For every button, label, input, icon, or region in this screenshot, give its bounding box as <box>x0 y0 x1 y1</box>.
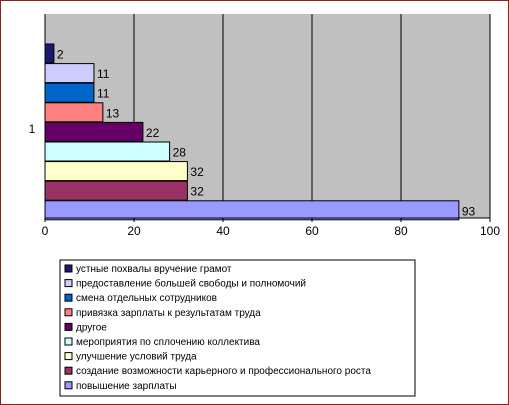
category-label: 1 <box>29 122 36 136</box>
bar <box>44 82 95 103</box>
data-label: 2 <box>57 48 64 62</box>
legend-label: улучшение условий труда <box>76 352 197 363</box>
data-label: 32 <box>190 185 204 199</box>
bar <box>44 141 171 162</box>
bar <box>44 161 188 182</box>
data-label: 32 <box>190 165 204 179</box>
bar <box>44 43 55 64</box>
legend-label: предоставление большей свободы и полномо… <box>76 278 306 290</box>
legend-label: другое <box>76 322 107 333</box>
x-tick-label: 80 <box>394 224 408 238</box>
bar <box>44 102 104 123</box>
bars-group <box>44 43 460 221</box>
data-label: 11 <box>97 67 110 81</box>
legend-swatch <box>64 322 73 331</box>
x-tick-label: 40 <box>216 224 230 238</box>
legend-label: создание возможности карьерного и профес… <box>76 365 371 377</box>
legend-swatch <box>64 337 73 346</box>
legend-swatch <box>64 366 73 375</box>
legend-swatch <box>64 264 73 273</box>
x-tick-label: 60 <box>305 224 319 238</box>
data-label: 28 <box>173 146 187 160</box>
legend-box <box>59 259 416 397</box>
legend-swatch <box>64 293 73 302</box>
legend-label: мероприятия по сплочению коллектива <box>76 337 260 348</box>
bar <box>44 63 95 84</box>
x-tick-label: 100 <box>480 224 500 238</box>
data-label: 13 <box>106 106 120 120</box>
legend: устные похвалы вручение грамот предоставл… <box>59 259 416 397</box>
legend-label: привязка зарплаты к результатам труда <box>76 308 261 319</box>
legend-swatch <box>64 381 73 390</box>
bar <box>44 121 144 142</box>
legend-swatch <box>64 308 73 317</box>
legend-swatch <box>64 279 73 288</box>
legend-label: смена отдельных сотрудников <box>76 293 217 304</box>
data-label: 22 <box>146 126 160 140</box>
x-tick-label: 20 <box>127 224 141 238</box>
data-label: 93 <box>462 204 476 218</box>
legend-swatch <box>64 352 73 361</box>
bar <box>44 200 460 221</box>
bar <box>44 180 188 201</box>
x-tick-label: 0 <box>42 224 49 238</box>
legend-label: устные похвалы вручение грамот <box>76 264 232 275</box>
data-label: 11 <box>97 87 110 101</box>
legend-label: повышение зарплаты <box>76 381 177 392</box>
x-axis: 0 20 40 60 80 100 <box>42 14 500 238</box>
